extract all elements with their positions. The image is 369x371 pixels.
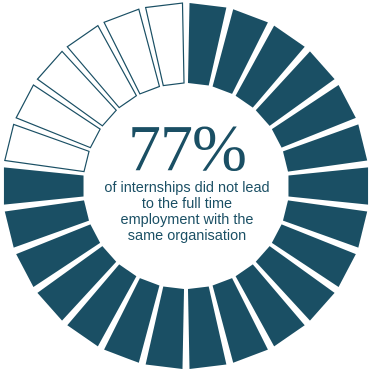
filled-segment bbox=[282, 124, 368, 172]
empty-segment bbox=[144, 2, 185, 87]
filled-segment bbox=[235, 25, 305, 108]
headline-value: 77% bbox=[128, 112, 247, 185]
filled-segment bbox=[37, 246, 117, 321]
filled-segment bbox=[282, 200, 368, 248]
filled-segment bbox=[212, 278, 268, 363]
filled-segment bbox=[104, 278, 160, 363]
filled-segment bbox=[67, 264, 137, 347]
empty-segment bbox=[66, 24, 138, 109]
filled-segment bbox=[255, 246, 335, 321]
caption-text: of internships did not lead to the full … bbox=[104, 180, 270, 244]
filled-segment bbox=[4, 200, 90, 248]
filled-segment bbox=[3, 167, 84, 205]
filled-segment bbox=[255, 51, 335, 126]
donut-segments bbox=[3, 2, 369, 369]
filled-segment bbox=[145, 286, 185, 369]
center-label: 77% of internships did not lead to the f… bbox=[104, 112, 270, 245]
filled-segment bbox=[288, 167, 369, 205]
filled-segment bbox=[271, 84, 356, 148]
filled-segment bbox=[16, 224, 101, 288]
empty-segment bbox=[15, 84, 101, 149]
filled-segment bbox=[187, 3, 227, 86]
empty-segment bbox=[36, 50, 118, 127]
empty-segment bbox=[4, 123, 90, 173]
filled-segment bbox=[235, 264, 305, 347]
filled-segment bbox=[212, 9, 268, 94]
filled-segment bbox=[271, 224, 356, 288]
empty-segment bbox=[103, 8, 161, 95]
filled-segment bbox=[187, 286, 227, 369]
